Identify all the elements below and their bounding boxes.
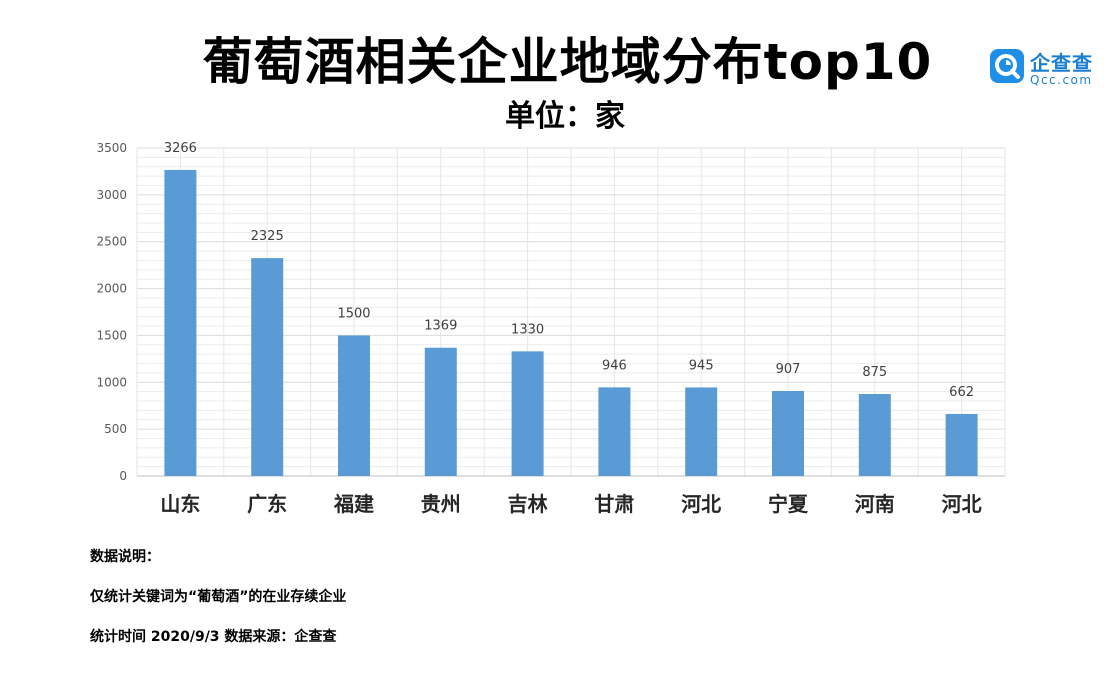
data-label: 1330: [511, 322, 544, 337]
logo-text-en: Qcc.com: [1030, 73, 1093, 87]
bar: [858, 394, 891, 476]
data-label: 945: [689, 358, 714, 373]
category-label: 宁夏: [768, 492, 809, 516]
y-tick-label: 3000: [96, 188, 127, 202]
logo-text-cn: 企查查: [1030, 51, 1093, 75]
y-tick-label: 1000: [96, 375, 127, 389]
notes-line-1: 仅统计关键词为“葡萄酒”的在业存续企业: [90, 589, 347, 605]
bar: [424, 347, 457, 476]
category-label: 福建: [333, 492, 374, 516]
data-label: 2325: [251, 229, 284, 244]
bar: [598, 387, 631, 476]
chart-subtitle: 单位：家: [505, 99, 625, 134]
category-label: 河北: [942, 492, 982, 516]
bar: [685, 387, 718, 476]
data-label: 3266: [164, 141, 197, 156]
y-tick-label: 1500: [96, 328, 127, 342]
y-tick-label: 0: [119, 469, 127, 483]
bar: [164, 169, 197, 476]
data-label: 946: [602, 358, 627, 373]
bar: [511, 351, 544, 476]
bar: [945, 413, 978, 476]
category-label: 山东: [160, 492, 200, 516]
category-label: 河南: [855, 492, 895, 516]
category-label: 甘肃: [594, 492, 634, 516]
y-tick-label: 3500: [96, 141, 127, 155]
qcc-logo: 企查查 Qcc.com: [990, 47, 1105, 91]
bar: [338, 335, 370, 476]
chart-title: 葡萄酒相关企业地域分布top10: [202, 33, 933, 91]
data-label: 662: [949, 385, 974, 400]
y-tick-label: 2000: [96, 282, 127, 296]
bar: [772, 391, 804, 476]
category-label: 贵州: [421, 492, 461, 516]
data-label: 875: [862, 365, 887, 380]
qcc-logo-icon: [990, 49, 1024, 83]
category-label: 吉林: [508, 492, 548, 516]
y-tick-label: 500: [104, 422, 127, 436]
notes-heading: 数据说明：: [90, 549, 160, 565]
y-tick-label: 2500: [96, 235, 127, 249]
category-label: 河北: [681, 492, 721, 516]
data-label: 1500: [337, 306, 370, 321]
category-label: 广东: [247, 492, 287, 516]
notes-line-2: 统计时间 2020/9/3 数据来源：企查查: [90, 629, 337, 645]
data-label: 1369: [424, 319, 457, 334]
data-label: 907: [776, 362, 801, 377]
bar: [251, 258, 284, 476]
